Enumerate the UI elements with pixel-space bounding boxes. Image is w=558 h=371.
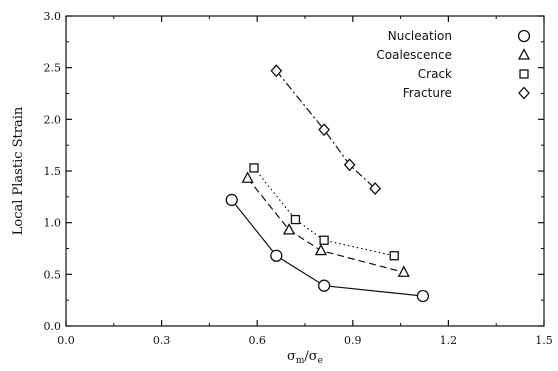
- x-axis-ticks: 0.0 0.3 0.6 0.9 1.2 1.5: [57, 16, 553, 347]
- y-tick-label: 2.0: [44, 113, 62, 126]
- x-tick-label: 0.6: [248, 334, 266, 347]
- crack-point: [290, 214, 301, 225]
- legend-label-nucleation: Nucleation: [388, 29, 452, 43]
- y-tick-label: 0.0: [44, 320, 62, 333]
- coalescence-point: [241, 171, 254, 183]
- fracture-point: [369, 182, 381, 196]
- plot-frame: [65, 15, 545, 327]
- y-tick-label: 0.5: [44, 268, 62, 281]
- y-axis-ticks: 0.0 0.5 1.0 1.5 2.0 2.5 3.0: [44, 10, 544, 333]
- nucleation-series-line: [231, 199, 423, 297]
- fracture-series-line: [275, 70, 376, 190]
- fracture-point: [343, 158, 356, 172]
- crack-point: [319, 235, 329, 245]
- legend-marker-nucleation: [517, 29, 531, 43]
- nucleation-point: [225, 193, 238, 207]
- series-lines: [231, 70, 423, 297]
- x-tick-label: 0.9: [344, 334, 362, 347]
- series-markers: [225, 64, 430, 303]
- y-tick-label: 2.5: [44, 62, 62, 75]
- coalescence-point: [397, 265, 410, 277]
- coalescence-point: [282, 223, 296, 235]
- fracture-point: [318, 123, 330, 137]
- legend-label-crack: Crack: [418, 67, 452, 81]
- y-tick-label: 1.0: [44, 217, 62, 230]
- fracture-point: [270, 64, 283, 78]
- x-axis-title: σm/σe: [287, 349, 323, 366]
- legend-label-fracture: Fracture: [403, 86, 452, 100]
- x-tick-label: 0.3: [153, 334, 171, 347]
- crack-point: [249, 163, 259, 173]
- x-tick-label: 1.5: [535, 334, 553, 347]
- coalescence-series-line: [247, 177, 404, 273]
- coalescence-point: [314, 243, 328, 256]
- legend: Nucleation Coalescence Crack Fracture: [376, 29, 531, 100]
- legend-label-coalescence: Coalescence: [376, 48, 452, 62]
- crack-point: [389, 251, 399, 261]
- legend-marker-coalescence: [517, 48, 531, 60]
- nucleation-point: [416, 289, 430, 303]
- legend-marker-crack: [519, 69, 529, 79]
- x-tick-label: 1.2: [440, 334, 458, 347]
- x-tick-label: 0.0: [57, 334, 75, 347]
- y-axis-title: Local Plastic Strain: [11, 106, 26, 235]
- nucleation-point: [317, 279, 331, 292]
- y-tick-label: 3.0: [44, 10, 62, 23]
- y-tick-label: 1.5: [44, 165, 62, 178]
- nucleation-point: [270, 249, 283, 262]
- legend-marker-fracture: [518, 86, 530, 100]
